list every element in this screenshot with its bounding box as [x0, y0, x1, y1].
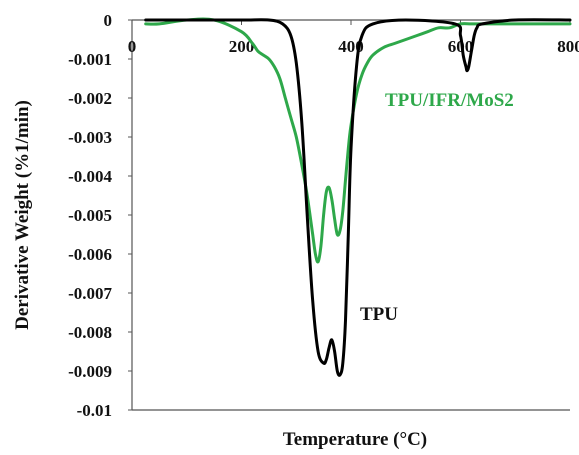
- y-tick-label: -0.002: [68, 89, 112, 108]
- y-tick-label: -0.008: [68, 323, 112, 342]
- y-tick-label: -0.009: [68, 362, 112, 381]
- x-tick-label: 200: [229, 37, 255, 56]
- series-label-tpu: TPU: [360, 304, 398, 325]
- series-label-tpu-ifr-mos2: TPU/IFR/MoS2: [385, 90, 514, 111]
- series-line-tpu: [144, 18, 572, 377]
- y-tick-label: -0.001: [68, 50, 112, 69]
- series-line-tpu-ifr-mos2: [144, 17, 572, 264]
- series-lines: [144, 17, 572, 377]
- x-axis-label: Temperature (°C): [283, 429, 427, 450]
- y-tick-label: -0.007: [68, 284, 112, 303]
- y-tick-label: 0: [104, 11, 113, 30]
- y-tick-labels: 0 -0.001 -0.002 -0.003 -0.004 -0.005 -0.006 -0.…: [68, 11, 112, 420]
- x-tick-labels: 0 200 400 600 800: [128, 37, 579, 56]
- x-tick-label: 600: [448, 37, 474, 56]
- y-tick-label: -0.004: [68, 167, 112, 186]
- y-axis-label: Derivative Weight (%1/min): [12, 100, 33, 330]
- y-tick-label: -0.003: [68, 128, 112, 147]
- y-tick-label: -0.006: [68, 245, 112, 264]
- y-tick-label: -0.005: [68, 206, 112, 225]
- x-tick-label: 800: [557, 37, 579, 56]
- x-tick-label: 0: [128, 37, 137, 56]
- y-tick-label: -0.01: [77, 401, 112, 420]
